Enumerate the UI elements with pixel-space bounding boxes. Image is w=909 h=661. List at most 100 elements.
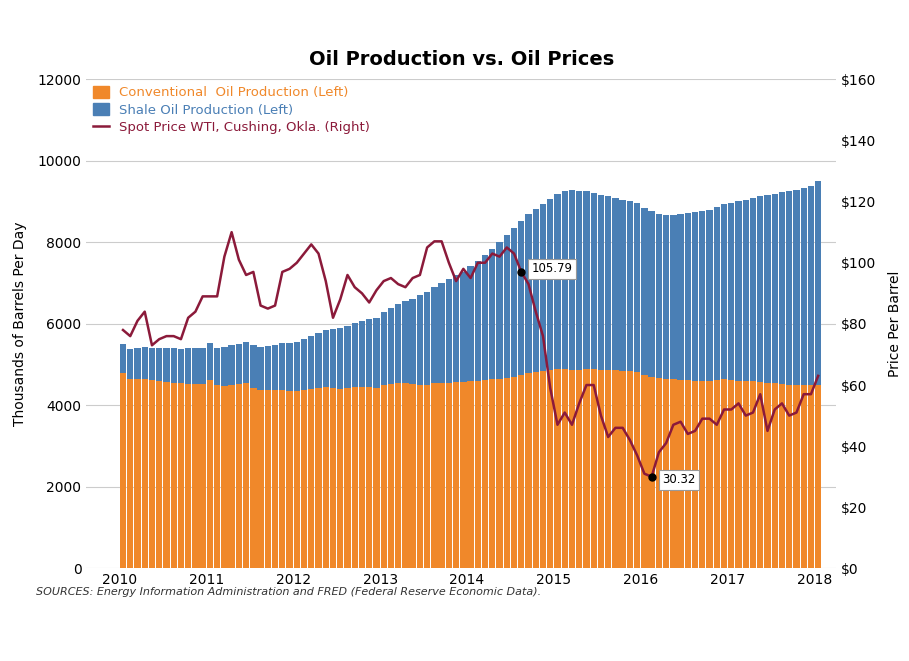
Bar <box>250 388 256 568</box>
Bar <box>453 382 459 568</box>
Bar <box>453 276 459 382</box>
Bar <box>142 347 148 379</box>
Bar <box>626 371 633 568</box>
Bar <box>518 221 524 375</box>
Bar <box>540 204 546 371</box>
Y-axis label: Price Per Barrel: Price Per Barrel <box>887 271 902 377</box>
Bar <box>634 203 640 372</box>
Bar <box>670 215 676 379</box>
Bar <box>352 323 358 387</box>
Bar <box>467 381 474 568</box>
Bar <box>221 347 227 386</box>
Bar <box>315 333 322 388</box>
Bar <box>272 390 278 568</box>
Bar <box>815 181 822 385</box>
Bar <box>135 348 141 379</box>
Bar <box>684 380 691 568</box>
Legend: Conventional  Oil Production (Left), Shale Oil Production (Left), Spot Price WTI: Conventional Oil Production (Left), Shal… <box>93 86 370 134</box>
Bar <box>265 346 271 391</box>
Bar <box>424 385 430 568</box>
Bar <box>815 385 822 568</box>
Bar <box>171 348 177 383</box>
Bar <box>235 384 242 568</box>
Bar <box>634 372 640 568</box>
Text: ANK: ANK <box>165 631 201 644</box>
Text: L: L <box>258 629 270 646</box>
Bar <box>605 196 612 370</box>
Bar <box>381 312 387 385</box>
Bar <box>684 213 691 380</box>
Bar <box>569 369 575 568</box>
Bar <box>323 387 329 568</box>
Bar <box>228 346 235 385</box>
Bar <box>352 387 358 568</box>
Bar <box>735 201 742 381</box>
Bar <box>330 388 336 568</box>
Text: of: of <box>202 630 216 644</box>
Bar <box>598 195 604 369</box>
Bar <box>135 379 141 568</box>
Bar <box>403 383 408 568</box>
Bar <box>576 369 583 568</box>
Bar <box>345 388 351 568</box>
Bar <box>584 192 590 369</box>
Bar <box>641 208 647 375</box>
Bar <box>474 261 481 381</box>
Text: EDERAL: EDERAL <box>35 631 97 644</box>
Bar <box>584 369 590 568</box>
Bar <box>750 198 756 381</box>
Bar <box>482 255 488 380</box>
Bar <box>178 383 185 568</box>
Bar <box>613 198 619 370</box>
Bar <box>214 348 220 385</box>
Bar <box>345 326 351 388</box>
Bar <box>460 382 466 568</box>
Bar <box>294 391 300 568</box>
Bar <box>395 383 402 568</box>
Text: ESERVE: ESERVE <box>96 631 158 644</box>
Bar <box>482 380 488 568</box>
Bar <box>489 249 495 379</box>
Bar <box>801 188 807 385</box>
Text: R: R <box>86 629 100 646</box>
Bar <box>504 377 510 568</box>
Bar <box>409 299 415 384</box>
Bar <box>786 191 793 385</box>
Bar <box>525 373 532 568</box>
Bar <box>655 377 662 568</box>
Bar <box>127 379 134 568</box>
Bar <box>142 379 148 568</box>
Bar <box>735 381 742 568</box>
Bar <box>199 348 205 384</box>
Bar <box>620 200 625 371</box>
Bar <box>648 377 654 568</box>
Bar <box>301 389 307 568</box>
Bar <box>728 380 734 568</box>
Bar <box>786 385 793 568</box>
Text: F: F <box>25 629 37 646</box>
Bar <box>533 372 539 568</box>
Bar <box>677 214 684 379</box>
Bar <box>511 377 517 568</box>
Bar <box>243 383 249 568</box>
Bar <box>808 186 814 385</box>
Bar <box>692 212 698 381</box>
Bar <box>164 382 170 568</box>
Bar <box>374 318 380 388</box>
Bar <box>576 191 583 369</box>
Bar <box>156 381 163 568</box>
Bar <box>547 199 554 370</box>
Bar <box>641 375 647 568</box>
Bar <box>699 211 705 381</box>
Bar <box>279 344 285 389</box>
Bar <box>308 336 315 389</box>
Bar <box>721 379 727 568</box>
Bar <box>409 384 415 568</box>
Bar <box>330 329 336 388</box>
Bar <box>772 383 778 568</box>
Bar <box>569 190 575 369</box>
Bar <box>424 292 430 385</box>
Bar <box>547 370 554 568</box>
Bar <box>221 386 227 568</box>
Bar <box>366 387 373 568</box>
